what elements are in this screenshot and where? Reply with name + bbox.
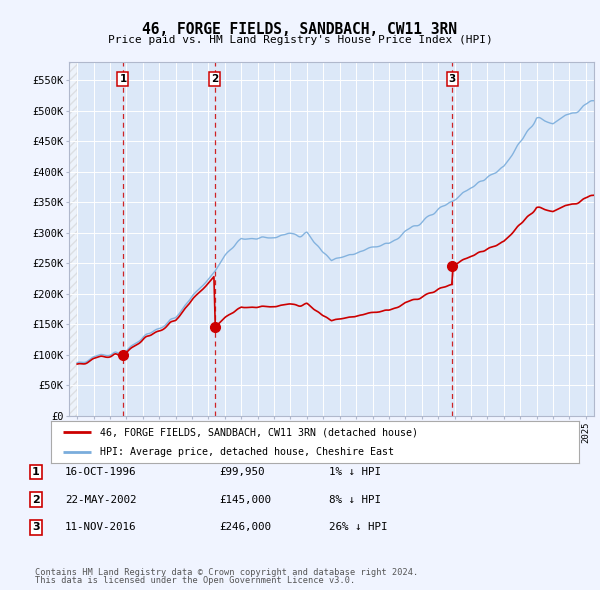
Text: 3: 3 [448, 74, 456, 84]
Text: 2: 2 [211, 74, 218, 84]
Text: This data is licensed under the Open Government Licence v3.0.: This data is licensed under the Open Gov… [35, 576, 355, 585]
Text: 46, FORGE FIELDS, SANDBACH, CW11 3RN: 46, FORGE FIELDS, SANDBACH, CW11 3RN [143, 22, 458, 37]
Text: £99,950: £99,950 [219, 467, 265, 477]
Text: 8% ↓ HPI: 8% ↓ HPI [329, 495, 381, 504]
Text: Price paid vs. HM Land Registry's House Price Index (HPI): Price paid vs. HM Land Registry's House … [107, 35, 493, 45]
Text: 2: 2 [32, 495, 40, 504]
Text: 1: 1 [119, 74, 127, 84]
Text: HPI: Average price, detached house, Cheshire East: HPI: Average price, detached house, Ches… [100, 447, 394, 457]
Text: 1: 1 [32, 467, 40, 477]
Text: 22-MAY-2002: 22-MAY-2002 [65, 495, 136, 504]
Text: £246,000: £246,000 [219, 523, 271, 532]
Text: £145,000: £145,000 [219, 495, 271, 504]
Text: 16-OCT-1996: 16-OCT-1996 [65, 467, 136, 477]
Text: 26% ↓ HPI: 26% ↓ HPI [329, 523, 388, 532]
Text: 46, FORGE FIELDS, SANDBACH, CW11 3RN (detached house): 46, FORGE FIELDS, SANDBACH, CW11 3RN (de… [100, 427, 418, 437]
Text: 1% ↓ HPI: 1% ↓ HPI [329, 467, 381, 477]
Text: 3: 3 [32, 523, 40, 532]
Text: 11-NOV-2016: 11-NOV-2016 [65, 523, 136, 532]
Text: Contains HM Land Registry data © Crown copyright and database right 2024.: Contains HM Land Registry data © Crown c… [35, 568, 418, 577]
